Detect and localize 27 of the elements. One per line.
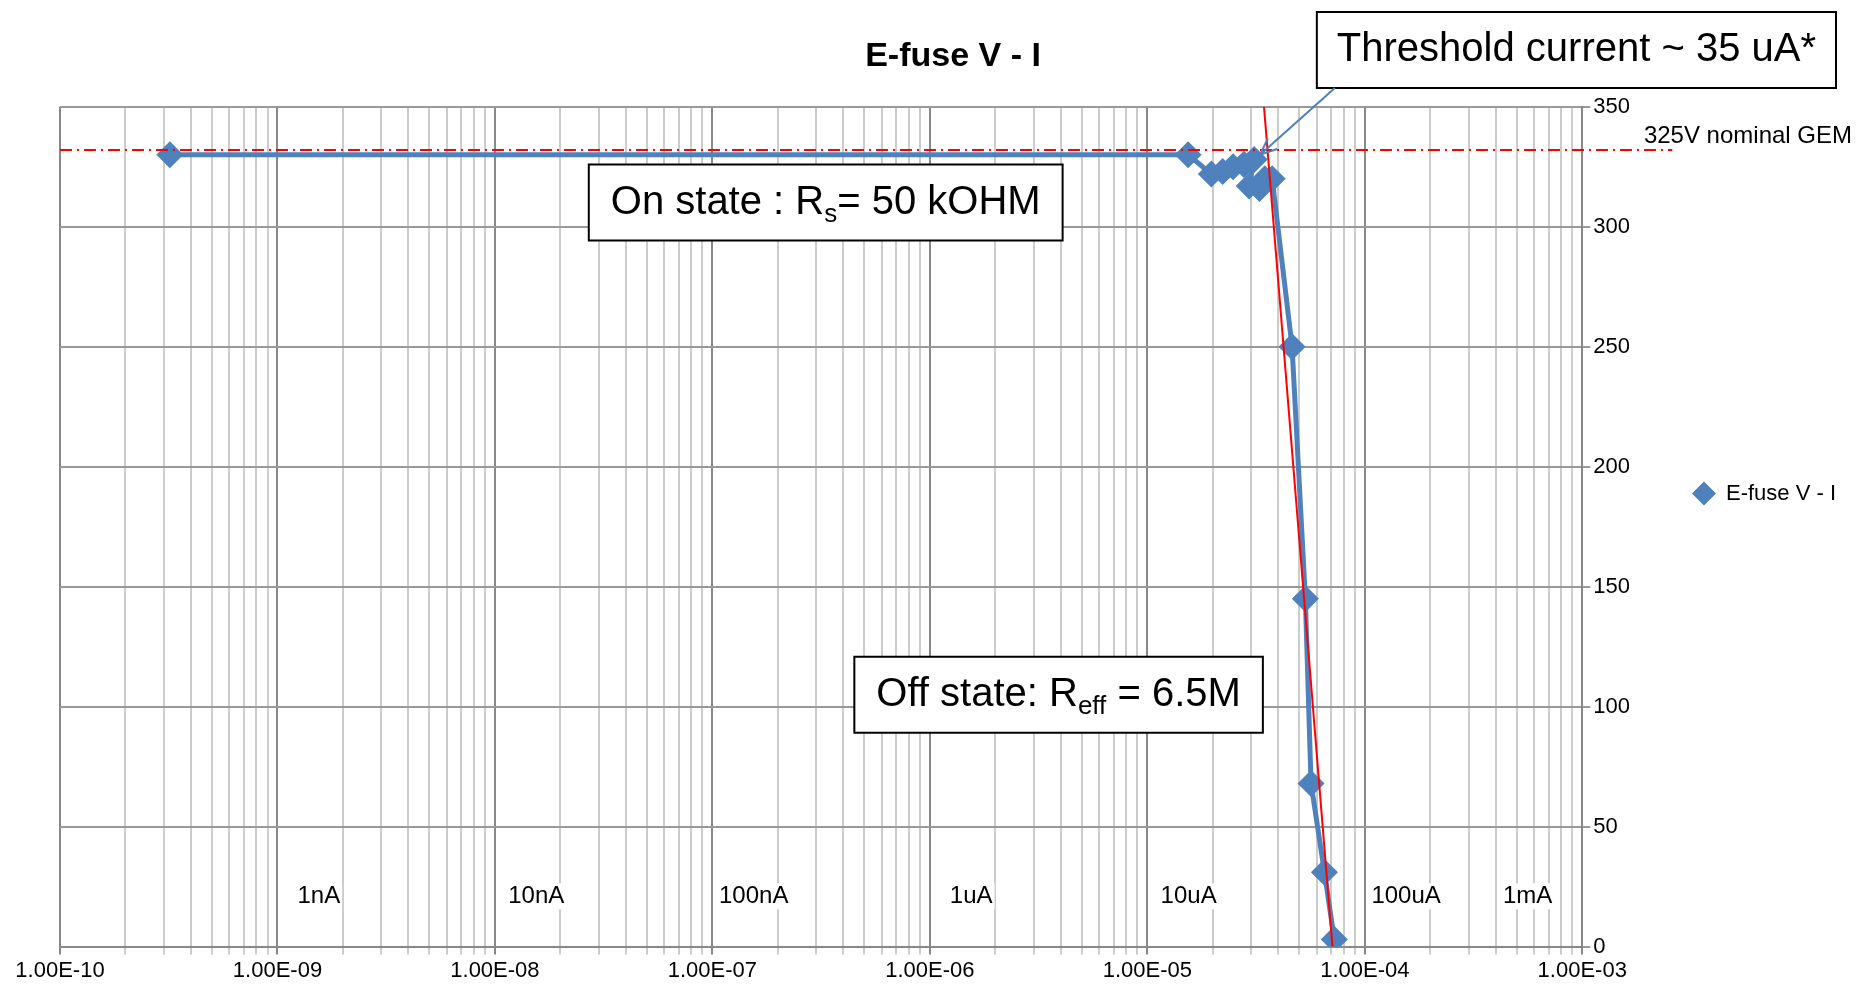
y-tick-label: 150 xyxy=(1593,572,1630,598)
y-tick-label: 50 xyxy=(1593,812,1618,838)
y-tick-label: 300 xyxy=(1593,212,1630,238)
x-tick-label: 1.00E-04 xyxy=(1320,956,1410,982)
legend-label: E-fuse V - I xyxy=(1725,479,1837,505)
x-tick-label: 1.00E-06 xyxy=(885,956,975,982)
ref-line-label: 325V nominal GEM xyxy=(1643,120,1852,148)
annotation: 100uA xyxy=(1371,880,1441,908)
chart-title: E-fuse V - I xyxy=(865,34,1041,73)
annotation: 100nA xyxy=(719,880,789,908)
annotation: 1uA xyxy=(949,880,993,908)
y-tick-label: 250 xyxy=(1593,332,1630,358)
y-tick-label: 0 xyxy=(1593,932,1606,958)
annotation: 10nA xyxy=(508,880,565,908)
y-tick-label: 100 xyxy=(1593,692,1630,718)
x-tick-label: 1.00E-07 xyxy=(667,956,758,982)
y-tick-label: 350 xyxy=(1593,92,1630,118)
annotation: Threshold current ~ 35 uA* xyxy=(1336,25,1817,70)
annotation: 1nA xyxy=(297,880,341,908)
x-tick-label: 1.00E-08 xyxy=(450,956,540,982)
y-tick-label: 200 xyxy=(1593,452,1630,478)
x-tick-label: 1.00E-09 xyxy=(232,956,323,982)
x-tick-label: 1.00E-05 xyxy=(1102,956,1192,982)
annotation: 1mA xyxy=(1502,880,1553,908)
x-tick-label: 1.00E-03 xyxy=(1537,956,1627,982)
x-tick-label: 1.00E-10 xyxy=(15,956,105,982)
annotation: 10uA xyxy=(1160,880,1217,908)
